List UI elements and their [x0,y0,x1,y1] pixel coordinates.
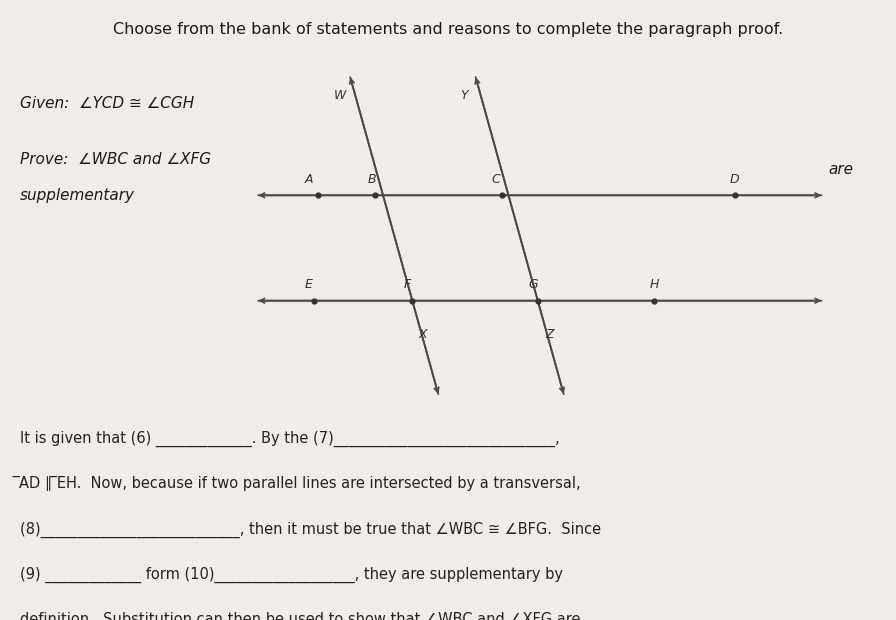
Text: E: E [305,278,312,291]
Text: (9) _____________ form (10)___________________, they are supplementary by: (9) _____________ form (10)_____________… [20,567,563,583]
Text: G: G [529,278,538,291]
Text: Y: Y [461,89,468,102]
Text: are: are [828,162,853,177]
Text: B: B [367,173,376,186]
Text: ̅AD ∥ ̅EH.  Now, because if two parallel lines are intersected by a transversal,: ̅AD ∥ ̅EH. Now, because if two parallel … [20,476,582,491]
Text: (8)___________________________, then it must be true that ∠WBC ≅ ∠BFG.  Since: (8)___________________________, then it … [20,521,601,538]
Text: definition.  Substitution can then be used to show that ∠WBC and ∠XFG are: definition. Substitution can then be use… [20,612,581,620]
Text: X: X [418,328,427,341]
Text: Given:  ∠YCD ≅ ∠CGH: Given: ∠YCD ≅ ∠CGH [20,96,194,111]
Text: Choose from the bank of statements and reasons to complete the paragraph proof.: Choose from the bank of statements and r… [113,22,783,37]
Text: A: A [305,173,314,186]
Text: It is given that (6) _____________. By the (7)______________________________,: It is given that (6) _____________. By t… [20,431,559,447]
Text: D: D [730,173,739,186]
Text: supplementary: supplementary [20,188,134,203]
Text: Prove:  ∠WBC and ∠XFG: Prove: ∠WBC and ∠XFG [20,152,211,167]
Text: W: W [334,89,347,102]
Text: F: F [404,278,411,291]
Text: Z: Z [545,328,554,341]
Text: H: H [650,278,659,291]
Text: C: C [491,173,500,186]
